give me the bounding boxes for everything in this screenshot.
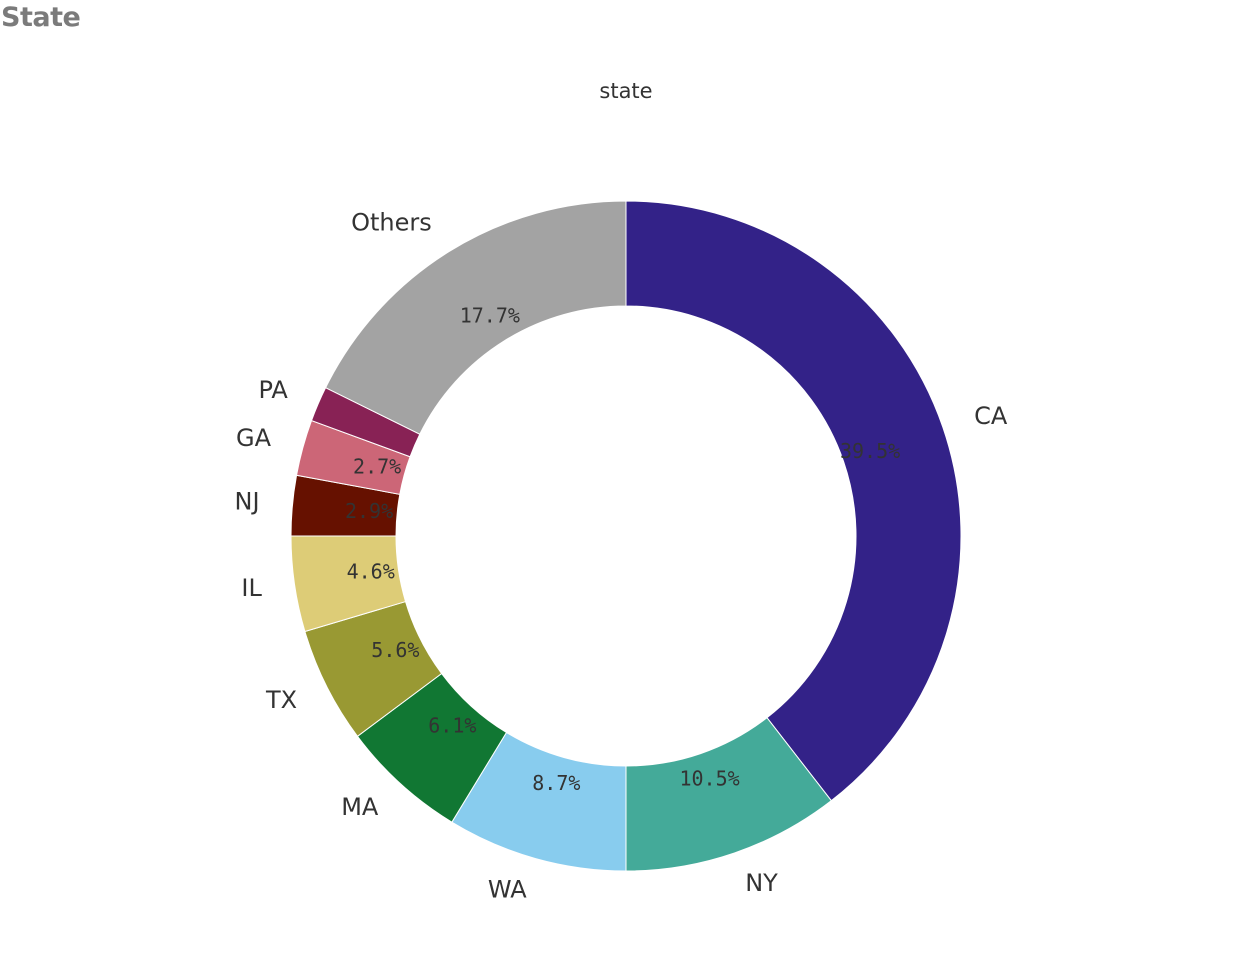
slice-ca[interactable] — [625, 200, 962, 802]
percent-label-others: 17.7% — [460, 303, 520, 327]
percent-labels-group: 39.5% 10.5% 8.7% 6.1% 5.6% 4.6% 2.9% 2.7% 17.7% — [345, 303, 900, 795]
page-title: State — [1, 2, 81, 33]
label-tx: TX — [265, 686, 297, 714]
slice-others[interactable] — [324, 200, 627, 435]
label-ny: NY — [745, 869, 778, 897]
label-ca: CA — [974, 402, 1008, 430]
label-nj: NJ — [234, 488, 259, 516]
percent-label-ny: 10.5% — [679, 767, 739, 791]
label-pa: PA — [258, 376, 288, 404]
label-ga: GA — [236, 424, 272, 452]
percent-label-il: 4.6% — [347, 560, 395, 584]
slices-group — [290, 200, 962, 872]
percent-label-ga: 2.7% — [353, 454, 401, 478]
percent-label-ma: 6.1% — [428, 713, 476, 737]
label-ma: MA — [341, 793, 379, 821]
label-il: IL — [241, 574, 262, 602]
percent-label-ca: 39.5% — [840, 439, 900, 463]
percent-label-tx: 5.6% — [371, 638, 419, 662]
label-wa: WA — [488, 875, 527, 903]
percent-label-wa: 8.7% — [532, 771, 580, 795]
chart-title: state — [599, 79, 652, 103]
category-labels-group: CA NY WA MA TX IL NJ GA PA Others — [234, 208, 1007, 903]
label-others: Others — [351, 208, 432, 236]
percent-label-nj: 2.9% — [345, 499, 393, 523]
